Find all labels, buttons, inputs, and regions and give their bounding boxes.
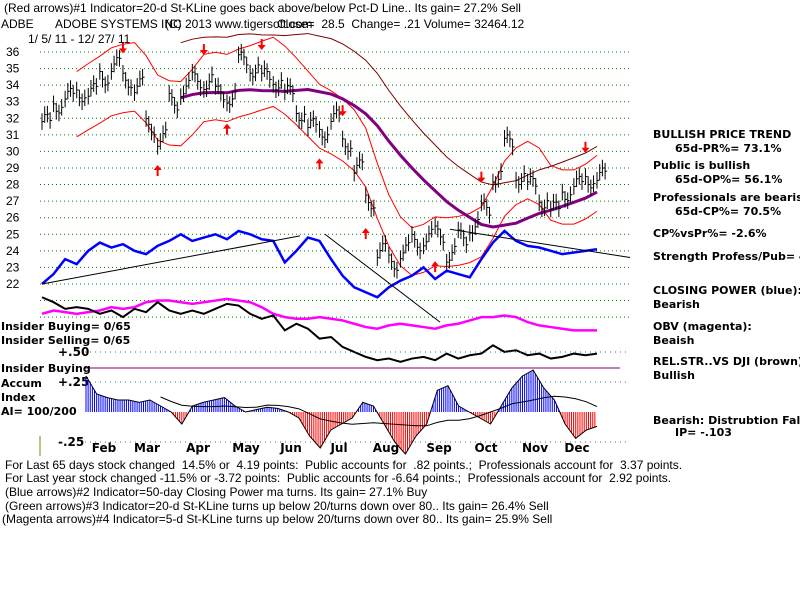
price-tick-label: 22 xyxy=(6,277,20,291)
closing-power-label: CLOSING POWER (blue): xyxy=(653,284,800,297)
price-tick-label: 31 xyxy=(6,128,20,142)
cp-trendline xyxy=(324,233,441,323)
indicator1-text: (Red arrows)#1 Indicator=20-d St-KLine g… xyxy=(4,1,521,15)
price-tick-label: 32 xyxy=(6,111,20,125)
month-tick-label: Jul xyxy=(329,441,347,455)
trend-title: BULLISH PRICE TREND xyxy=(653,128,792,141)
month-tick-label: May xyxy=(232,441,260,455)
cp-trendline xyxy=(449,228,631,258)
ip-label: Bearish: Distrubtion Falling xyxy=(653,414,800,427)
red-up-arrow-icon xyxy=(431,261,440,273)
price-tick-label: 25 xyxy=(6,227,20,241)
footer-blue-arrows: (Blue arrows)#2 Indicator=50-day Closing… xyxy=(5,485,428,499)
red-down-arrow-icon xyxy=(257,39,266,51)
price-tick-label: 24 xyxy=(6,244,20,258)
cp-value: 65d-CP%= 70.5% xyxy=(675,205,782,218)
closing-power-value: Bearish xyxy=(653,298,700,311)
accum-label: Accum xyxy=(1,377,42,390)
accum-tick-label: +.50 xyxy=(58,345,89,359)
strength-ratio: Strength Profess/Pub= 4.1 xyxy=(653,250,800,263)
closing-power-line xyxy=(41,229,598,299)
obv-label: OBV (magenta): xyxy=(653,320,752,333)
company-name: ADOBE SYSTEMS INC xyxy=(55,17,182,31)
relstr-value: Bullish xyxy=(653,369,695,382)
red-up-arrow-icon xyxy=(361,227,370,239)
red-up-arrow-icon xyxy=(153,164,162,176)
month-tick-label: Apr xyxy=(186,441,210,455)
price-tick-label: 26 xyxy=(6,211,20,225)
quote: Close= 28.5 Change= .21 Volume= 32464.12 xyxy=(277,17,525,31)
obv-line xyxy=(41,297,597,332)
price-tick-label: 29 xyxy=(6,161,20,175)
insider-buying: Insider Buying= 0/65 xyxy=(1,320,131,333)
month-tick-label: Sep xyxy=(426,441,452,455)
moving-average-line xyxy=(180,87,598,229)
ticker: ADBE xyxy=(1,17,34,31)
ip-value: IP= -.103 xyxy=(675,426,732,439)
month-tick-label: Oct xyxy=(474,441,497,455)
month-tick-label: Feb xyxy=(92,441,117,455)
red-down-arrow-icon xyxy=(338,105,347,117)
accum-outline xyxy=(85,369,598,455)
month-tick-label: Nov xyxy=(522,441,548,455)
red-up-arrow-icon xyxy=(315,158,324,170)
footer-green-arrows: (Green arrows)#3 Indicator=20-d St-KLine… xyxy=(5,499,549,513)
obv-value: Beaish xyxy=(653,334,695,347)
month-tick-label: Aug xyxy=(373,441,399,455)
pr-value: 65d-PR%= 73.1% xyxy=(675,142,782,155)
price-tick-label: 34 xyxy=(6,78,20,92)
price-tick-label: 35 xyxy=(6,62,20,76)
upper-band-line xyxy=(76,36,598,229)
ai-value: AI= 100/200 xyxy=(1,405,77,418)
relstr-label: REL.STR..VS DJI (brown) xyxy=(653,355,800,368)
public-status: Public is bullish xyxy=(653,159,751,172)
month-tick-label: Jun xyxy=(279,441,302,455)
cp-trendline xyxy=(41,235,301,285)
outer-band-line xyxy=(180,33,598,186)
price-tick-label: 33 xyxy=(6,95,20,109)
price-tick-label: 28 xyxy=(6,178,20,192)
relative-strength-line xyxy=(41,296,598,363)
index-label: Index xyxy=(1,391,36,404)
op-value: 65d-OP%= 56.1% xyxy=(675,173,783,186)
lower-band-line xyxy=(76,105,598,277)
insider-selling: Insider Selling= 0/65 xyxy=(1,334,131,347)
accum-ma-line xyxy=(160,395,598,427)
month-tick-label: Dec xyxy=(564,441,589,455)
copyright: (C) 2013 www.tigersoft.com xyxy=(165,17,313,31)
professionals-status: Professionals are bearish xyxy=(653,191,800,204)
red-down-arrow-icon xyxy=(581,141,590,153)
accum-tick-label: -.25 xyxy=(58,435,84,449)
price-tick-label: 23 xyxy=(6,260,20,274)
month-tick-label: Mar xyxy=(134,441,160,455)
price-tick-label: 30 xyxy=(6,144,20,158)
insider-buying-line-label: Insider Buying xyxy=(1,362,91,375)
cp-vs-pr: CP%vsPr%= -2.6% xyxy=(653,227,767,240)
red-up-arrow-icon xyxy=(223,123,231,135)
price-tick-label: 27 xyxy=(6,194,20,208)
footer-magenta-arrows: (Magenta arrows)#4 Indicator=5-d St-KLin… xyxy=(2,512,553,526)
accum-tick-label: +.25 xyxy=(58,375,89,389)
red-down-arrow-icon xyxy=(477,171,486,183)
price-tick-label: 36 xyxy=(6,45,20,59)
date-range: 1/ 5/ 11 - 12/ 27/ 11 xyxy=(28,32,131,46)
red-down-arrow-icon xyxy=(199,44,208,55)
footer-year: For Last year stock changed -11.5% or -3… xyxy=(5,471,672,485)
red-down-arrow-icon xyxy=(118,42,127,54)
footer-65d: For Last 65 days stock changed 14.5% or … xyxy=(5,458,683,472)
